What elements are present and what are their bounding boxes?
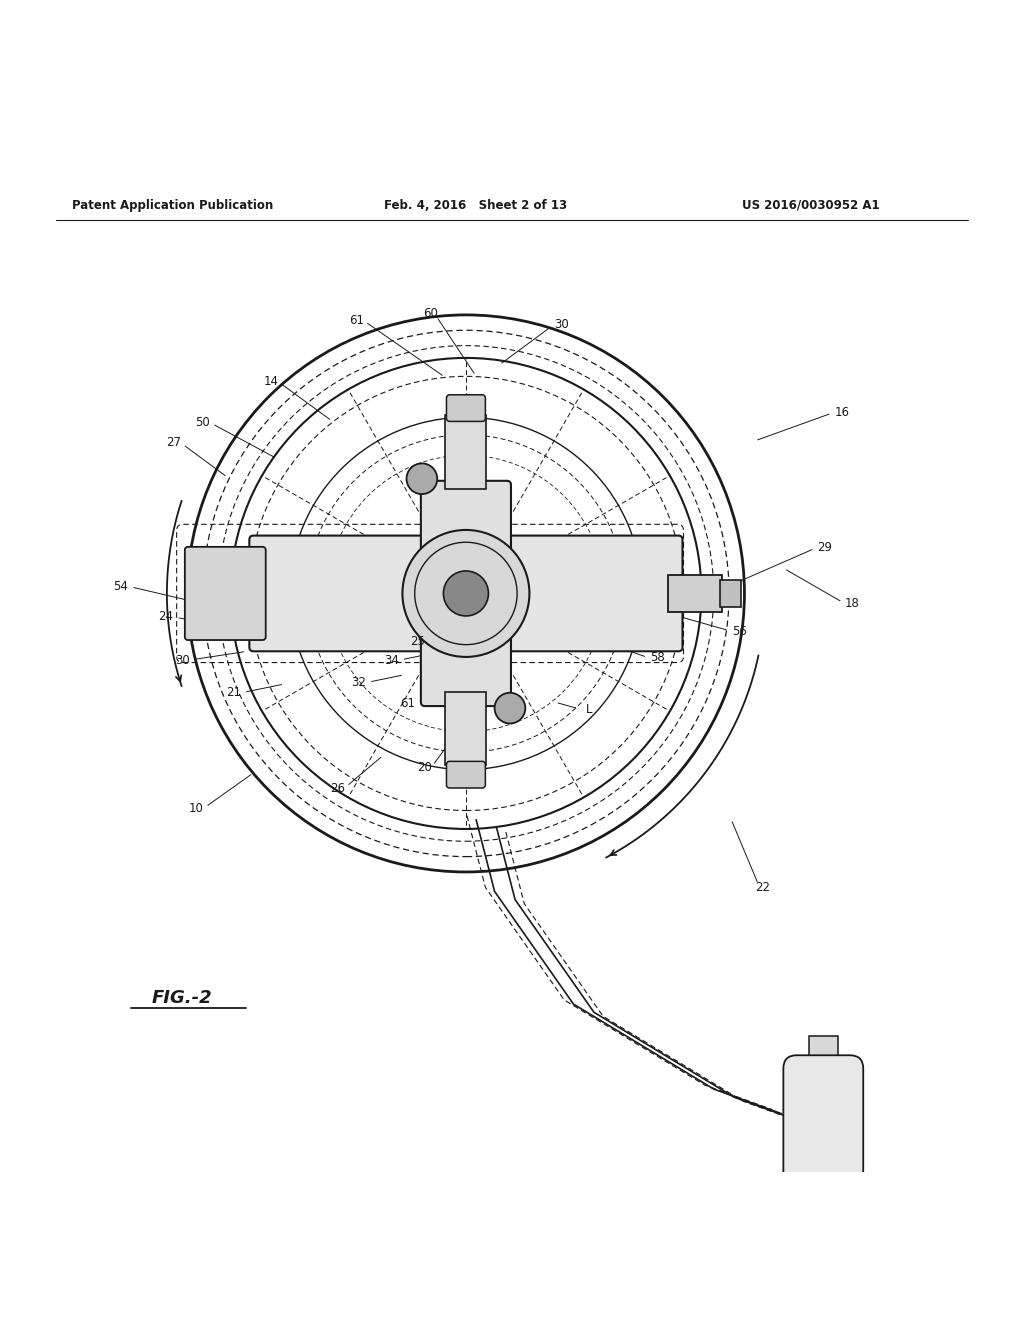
- Text: 24: 24: [159, 610, 173, 623]
- Bar: [809, 1036, 838, 1073]
- Text: Patent Application Publication: Patent Application Publication: [72, 199, 273, 211]
- FancyBboxPatch shape: [421, 480, 511, 706]
- Circle shape: [402, 529, 529, 657]
- Text: 60: 60: [423, 308, 437, 321]
- Text: 61: 61: [400, 697, 415, 710]
- Text: 56: 56: [732, 624, 746, 638]
- Text: 30: 30: [554, 318, 568, 330]
- Bar: [445, 692, 486, 766]
- Text: Feb. 4, 2016   Sheet 2 of 13: Feb. 4, 2016 Sheet 2 of 13: [384, 199, 567, 211]
- FancyBboxPatch shape: [185, 546, 266, 640]
- Text: 21: 21: [226, 686, 241, 700]
- FancyBboxPatch shape: [250, 536, 682, 651]
- FancyBboxPatch shape: [783, 1055, 863, 1233]
- Circle shape: [407, 463, 437, 494]
- Text: US 2016/0030952 A1: US 2016/0030952 A1: [742, 199, 880, 211]
- Text: 26: 26: [331, 781, 345, 795]
- Text: 10: 10: [189, 803, 204, 814]
- Text: 29: 29: [817, 541, 831, 554]
- Bar: [721, 579, 741, 607]
- Text: FIG.-2: FIG.-2: [152, 989, 213, 1007]
- Text: L: L: [586, 702, 592, 715]
- Text: 34: 34: [384, 653, 398, 667]
- Text: 25: 25: [411, 635, 425, 648]
- Text: 27: 27: [167, 437, 181, 449]
- Circle shape: [443, 572, 488, 616]
- Text: 18: 18: [845, 597, 859, 610]
- Text: 30: 30: [175, 653, 189, 667]
- Text: 58: 58: [650, 652, 665, 664]
- Text: 16: 16: [835, 405, 849, 418]
- Text: 14: 14: [264, 375, 279, 388]
- Text: 20: 20: [418, 762, 432, 774]
- Text: 61: 61: [349, 314, 364, 326]
- Bar: [445, 416, 486, 488]
- FancyBboxPatch shape: [446, 762, 485, 788]
- FancyBboxPatch shape: [446, 395, 485, 421]
- Text: 32: 32: [351, 676, 366, 689]
- Bar: [668, 576, 723, 612]
- Text: 22: 22: [756, 880, 770, 894]
- Circle shape: [495, 693, 525, 723]
- Text: 50: 50: [196, 416, 210, 429]
- Text: 54: 54: [114, 579, 128, 593]
